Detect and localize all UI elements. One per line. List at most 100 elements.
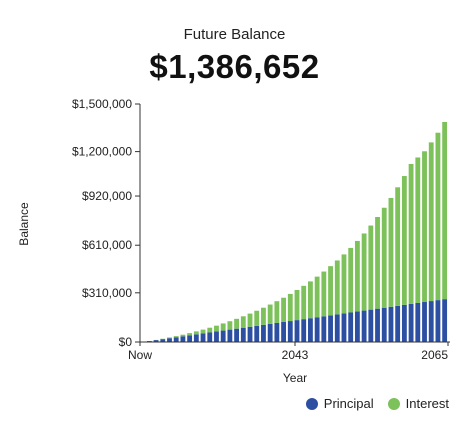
bar-interest xyxy=(328,266,333,316)
bar-interest xyxy=(375,216,380,309)
bar-principal xyxy=(341,313,347,342)
bar-interest xyxy=(247,313,253,327)
bar-interest xyxy=(395,187,401,306)
bar-principal xyxy=(422,302,427,342)
bar-principal xyxy=(240,327,246,342)
interest-dot-icon xyxy=(387,397,400,410)
bar-principal xyxy=(220,330,226,342)
bar-interest xyxy=(281,297,286,323)
bar-principal xyxy=(187,335,193,342)
bar-principal xyxy=(160,339,166,342)
legend-item-interest: Interest xyxy=(387,396,449,411)
x-ticks-group: Now 2043 2065 xyxy=(128,342,449,362)
bar-interest xyxy=(180,334,186,337)
bar-principal xyxy=(247,326,253,342)
bar-interest xyxy=(214,325,219,332)
bar-interest xyxy=(381,207,387,308)
bar-principal xyxy=(321,316,327,342)
bar-principal xyxy=(227,329,233,342)
bar-interest xyxy=(422,151,427,303)
bar-principal xyxy=(153,340,159,342)
y-tick-label: $1,500,000 xyxy=(72,97,132,111)
bar-principal xyxy=(334,314,340,342)
bar-interest xyxy=(361,233,367,311)
bar-principal xyxy=(395,305,401,342)
bar-principal xyxy=(328,315,333,342)
bar-interest xyxy=(388,197,394,307)
y-tick-label: $920,000 xyxy=(82,189,132,203)
bar-principal xyxy=(274,322,280,342)
bar-principal xyxy=(267,323,273,342)
chart-legend: Principal Interest xyxy=(292,396,449,411)
x-tick-label: 2065 xyxy=(421,348,448,362)
bar-interest xyxy=(294,289,300,321)
bar-principal xyxy=(401,304,407,342)
legend-item-principal: Principal xyxy=(305,396,374,411)
chart-heading: Future Balance xyxy=(183,26,286,43)
bars-group xyxy=(146,121,448,342)
bar-principal xyxy=(261,324,266,342)
bar-interest xyxy=(267,304,273,324)
bar-principal xyxy=(308,318,313,342)
bar-interest xyxy=(193,331,199,335)
bar-principal xyxy=(314,317,320,342)
bar-interest xyxy=(274,301,280,323)
y-ticks-group: $0 $310,000 $610,000 $920,000 $1,200,000 $1,5… xyxy=(72,97,140,349)
bar-interest xyxy=(200,329,206,334)
bar-principal xyxy=(368,309,374,342)
bar-principal xyxy=(408,303,414,342)
bar-interest xyxy=(254,310,260,326)
bar-principal xyxy=(361,310,367,342)
bar-principal xyxy=(234,328,240,342)
bar-principal xyxy=(375,308,380,342)
bar-interest xyxy=(287,293,293,322)
bar-interest xyxy=(354,240,360,312)
bar-principal xyxy=(214,331,219,342)
bar-interest xyxy=(261,307,266,325)
bar-principal xyxy=(388,306,394,342)
bar-principal xyxy=(435,300,441,342)
bar-interest xyxy=(428,142,434,302)
bar-interest xyxy=(341,254,347,314)
bar-principal xyxy=(301,319,307,342)
bar-principal xyxy=(167,338,172,342)
bar-interest xyxy=(442,121,448,300)
bar-principal xyxy=(193,334,199,342)
bar-interest xyxy=(368,225,374,310)
bar-principal xyxy=(354,311,360,342)
bar-interest xyxy=(314,276,320,318)
bar-interest xyxy=(348,247,354,313)
bar-interest xyxy=(408,163,414,304)
bar-principal xyxy=(381,307,387,342)
bar-interest xyxy=(240,316,246,328)
future-balance-value: $1,386,652 xyxy=(149,48,320,85)
legend-label-interest: Interest xyxy=(405,396,449,411)
bar-interest xyxy=(234,318,240,329)
y-tick-label: $310,000 xyxy=(82,286,132,300)
principal-dot-icon xyxy=(305,397,318,410)
x-tick-label: 2043 xyxy=(282,348,309,362)
bar-principal xyxy=(200,333,206,342)
bar-interest xyxy=(334,260,340,315)
bar-principal xyxy=(254,325,260,342)
x-tick-label: Now xyxy=(128,348,152,362)
y-tick-label: $1,200,000 xyxy=(72,145,132,159)
bar-interest xyxy=(173,336,179,338)
bar-interest xyxy=(415,157,421,303)
bar-interest xyxy=(227,321,233,330)
bar-principal xyxy=(281,322,286,342)
bar-interest xyxy=(308,281,313,319)
bar-interest xyxy=(207,327,213,333)
bar-principal xyxy=(287,321,293,342)
y-tick-label: $0 xyxy=(119,335,133,349)
bar-principal xyxy=(207,332,213,342)
bar-principal xyxy=(415,302,421,342)
legend-label-principal: Principal xyxy=(323,396,374,411)
y-axis-title: Balance xyxy=(17,202,31,246)
bar-interest xyxy=(167,337,172,339)
bar-principal xyxy=(173,337,179,342)
bar-interest xyxy=(321,271,327,317)
bar-interest xyxy=(301,285,307,320)
bar-interest xyxy=(401,176,407,305)
